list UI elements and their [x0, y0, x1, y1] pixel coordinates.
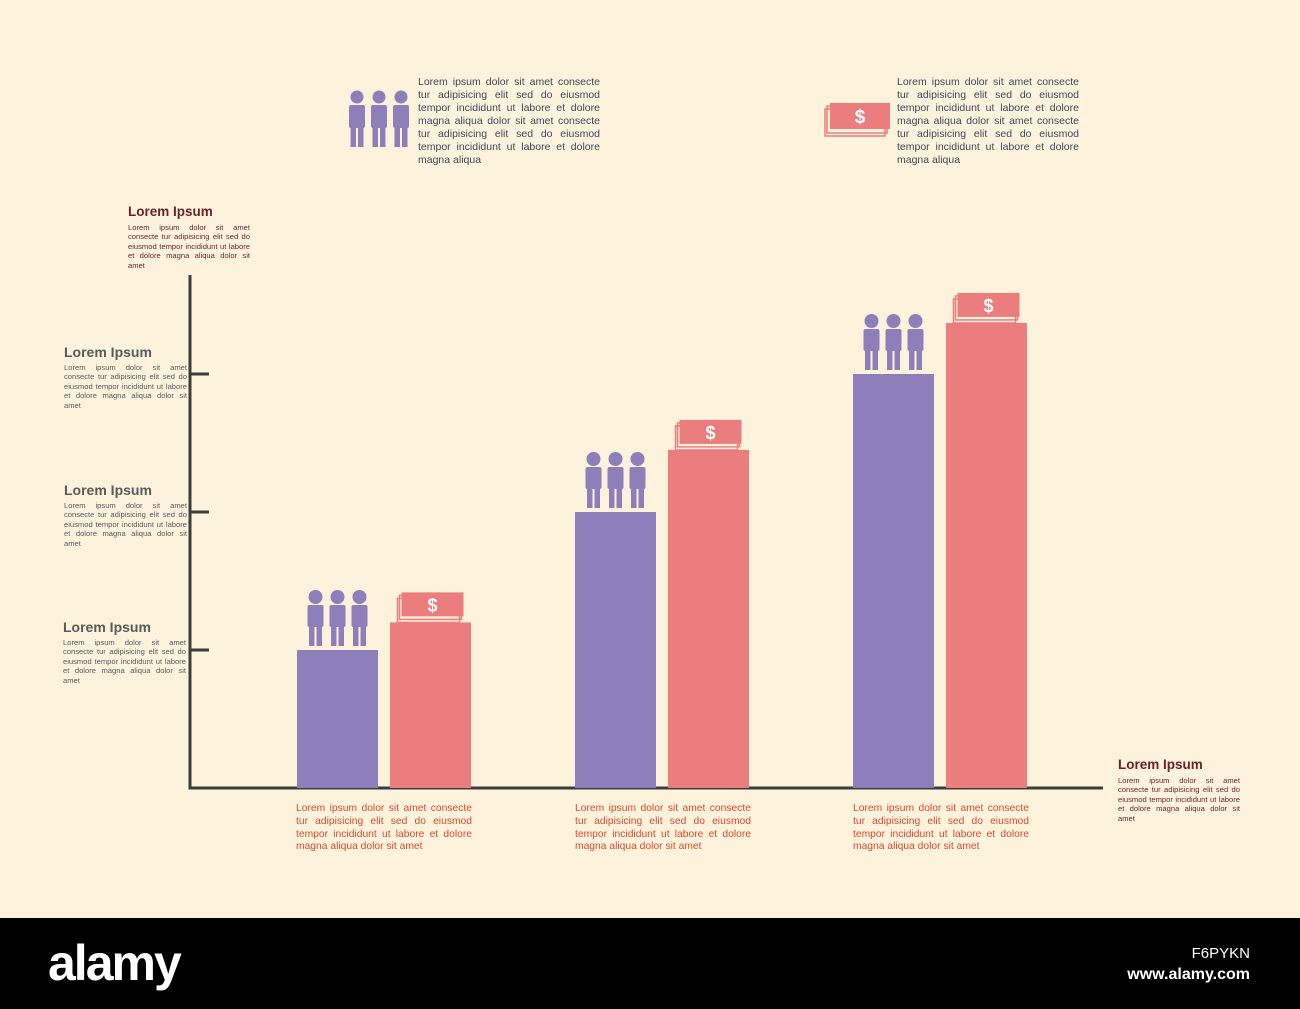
caption-group-2: Lorem ipsum dolor sit amet consecte tur … [575, 803, 751, 853]
legend-money-icon: $ [824, 103, 890, 137]
svg-text:$: $ [705, 423, 715, 443]
footer-brand: alamy [48, 935, 182, 991]
legend-people-text: Lorem ipsum dolor sit amet consecte tur … [418, 76, 600, 166]
tick-label-title-1: Lorem Ipsum [63, 619, 151, 635]
footer-image-code: F6PYKN [1191, 945, 1250, 962]
people-icon-2 [585, 452, 646, 508]
money-icon-3: $ [952, 292, 1020, 324]
legend-money-symbol: $ [855, 107, 866, 128]
tick-label-text-3: Lorem ipsum dolor sit amet consecte tur … [64, 363, 187, 410]
x-axis-title: Lorem Ipsum [1118, 757, 1203, 772]
money-icon-1: $ [396, 592, 464, 624]
people-icon-1 [307, 590, 368, 646]
tick-label-text-1: Lorem ipsum dolor sit amet consecte tur … [63, 638, 186, 685]
tick-label-title-2: Lorem Ipsum [64, 482, 152, 498]
svg-text:$: $ [427, 595, 437, 615]
legend-money-text: Lorem ipsum dolor sit amet consecte tur … [897, 76, 1079, 166]
bar-money-2 [668, 449, 749, 788]
money-icon-2: $ [674, 419, 742, 451]
footer-bar [0, 918, 1300, 1009]
footer-site: www.alamy.com [1127, 966, 1250, 983]
bar-people-2 [575, 512, 656, 788]
y-axis-title: Lorem Ipsum [128, 204, 213, 219]
bar-people-3 [853, 374, 934, 788]
bar-money-3 [946, 322, 1027, 788]
bar-people-1 [297, 650, 378, 788]
bar-chart: $ $ $ [188, 275, 1103, 790]
caption-group-3: Lorem ipsum dolor sit amet consecte tur … [853, 803, 1029, 853]
x-axis-text: Lorem ipsum dolor sit amet consecte tur … [1118, 776, 1240, 823]
legend-people-icon [349, 90, 409, 147]
y-axis-text: Lorem ipsum dolor sit amet consecte tur … [128, 223, 250, 270]
people-icon-3 [863, 314, 924, 370]
tick-label-title-3: Lorem Ipsum [64, 344, 152, 360]
caption-group-1: Lorem ipsum dolor sit amet consecte tur … [296, 803, 472, 853]
bar-money-1 [390, 622, 471, 788]
tick-label-text-2: Lorem ipsum dolor sit amet consecte tur … [64, 501, 187, 548]
svg-text:$: $ [983, 296, 993, 316]
